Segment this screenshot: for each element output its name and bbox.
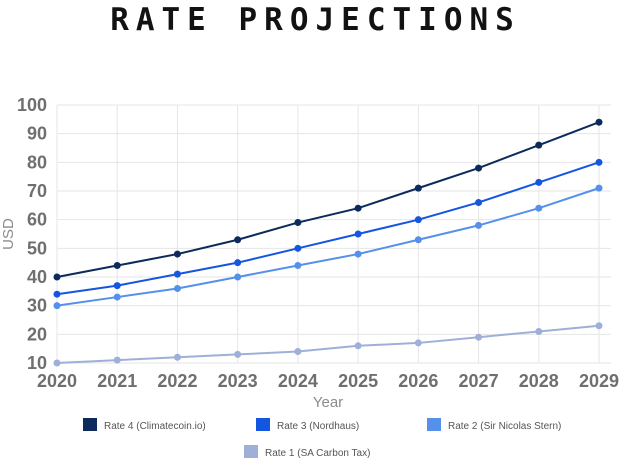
chart-title: RATE PROJECTIONS — [110, 2, 521, 38]
x-tick-label: 2025 — [338, 371, 378, 391]
y-tick-label: 50 — [27, 238, 47, 258]
legend-swatch — [83, 418, 97, 431]
data-point[interactable] — [414, 184, 422, 192]
series-rate-3 — [53, 158, 603, 298]
data-point[interactable] — [113, 293, 121, 301]
data-point[interactable] — [595, 158, 603, 166]
data-point[interactable] — [173, 250, 181, 258]
y-tick-label: 60 — [27, 210, 47, 230]
y-tick-label: 100 — [17, 95, 47, 115]
x-tick-label: 2029 — [579, 371, 619, 391]
data-point[interactable] — [475, 221, 483, 229]
data-point[interactable] — [475, 164, 483, 172]
data-point[interactable] — [294, 348, 302, 356]
y-tick-label: 10 — [27, 353, 47, 373]
legend-item[interactable]: Rate 4 (Climatecoin.io) — [83, 418, 206, 432]
y-tick-label: 90 — [27, 124, 47, 144]
data-point[interactable] — [475, 333, 483, 341]
x-tick-label: 2020 — [37, 371, 77, 391]
data-point[interactable] — [414, 339, 422, 347]
series-line — [56, 324, 600, 364]
data-point[interactable] — [234, 236, 242, 244]
legend-label: Rate 4 (Climatecoin.io) — [104, 421, 206, 432]
y-tick-label: 80 — [27, 152, 47, 172]
data-point[interactable] — [53, 273, 61, 281]
legend-item[interactable]: Rate 3 (Nordhaus) — [256, 418, 359, 432]
data-point[interactable] — [294, 219, 302, 227]
data-point[interactable] — [53, 359, 61, 367]
data-point[interactable] — [53, 302, 61, 310]
data-point[interactable] — [234, 350, 242, 358]
data-point[interactable] — [595, 322, 603, 330]
series-rate-4 — [53, 118, 603, 281]
legend-swatch — [427, 418, 441, 431]
y-tick-label: 20 — [27, 324, 47, 344]
legend-label: Rate 1 (SA Carbon Tax) — [265, 448, 370, 459]
data-point[interactable] — [173, 353, 181, 361]
data-point[interactable] — [234, 259, 242, 267]
axes: 10 20 30 40 50 60 70 80 90 100 2020 2021 2022 2023 202… — [0, 95, 619, 411]
y-tick-label: 40 — [27, 267, 47, 287]
data-point[interactable] — [234, 273, 242, 281]
data-point[interactable] — [414, 236, 422, 244]
x-tick-label: 2024 — [278, 371, 318, 391]
y-tick-label: 30 — [27, 296, 47, 316]
legend-item[interactable]: Rate 2 (Sir Nicolas Stern) — [427, 418, 561, 432]
x-tick-label: 2022 — [157, 371, 197, 391]
data-point[interactable] — [535, 178, 543, 186]
data-point[interactable] — [475, 198, 483, 206]
legend: Rate 4 (Climatecoin.io) Rate 3 (Nordhaus)… — [83, 418, 561, 459]
x-tick-label: 2026 — [398, 371, 438, 391]
series-line — [56, 161, 600, 296]
data-point[interactable] — [535, 141, 543, 149]
data-point[interactable] — [354, 204, 362, 212]
series-rate-1 — [53, 322, 603, 367]
data-point[interactable] — [173, 284, 181, 292]
legend-swatch — [256, 418, 270, 431]
data-point[interactable] — [354, 230, 362, 238]
legend-label: Rate 2 (Sir Nicolas Stern) — [448, 421, 561, 432]
legend-label: Rate 3 (Nordhaus) — [277, 421, 359, 432]
legend-item[interactable]: Rate 1 (SA Carbon Tax) — [244, 445, 370, 459]
x-tick-label: 2027 — [459, 371, 499, 391]
data-point[interactable] — [354, 250, 362, 258]
legend-swatch — [244, 445, 258, 458]
y-axis-label: USD — [0, 218, 17, 250]
data-point[interactable] — [113, 262, 121, 270]
data-point[interactable] — [414, 216, 422, 224]
data-point[interactable] — [294, 244, 302, 252]
data-point[interactable] — [354, 342, 362, 350]
x-tick-label: 2021 — [97, 371, 137, 391]
data-point[interactable] — [113, 282, 121, 290]
grid — [56, 104, 611, 364]
series-area — [53, 118, 603, 367]
series-line — [56, 187, 600, 307]
x-tick-label: 2028 — [519, 371, 559, 391]
series-line — [56, 121, 600, 278]
x-tick-label: 2023 — [218, 371, 258, 391]
data-point[interactable] — [113, 356, 121, 364]
data-point[interactable] — [294, 262, 302, 270]
series-rate-2 — [53, 184, 603, 310]
data-point[interactable] — [535, 327, 543, 335]
x-axis-label: Year — [313, 394, 343, 411]
data-point[interactable] — [173, 270, 181, 278]
data-point[interactable] — [595, 184, 603, 192]
y-tick-label: 70 — [27, 181, 47, 201]
data-point[interactable] — [595, 118, 603, 126]
data-point[interactable] — [535, 204, 543, 212]
data-point[interactable] — [53, 290, 61, 298]
